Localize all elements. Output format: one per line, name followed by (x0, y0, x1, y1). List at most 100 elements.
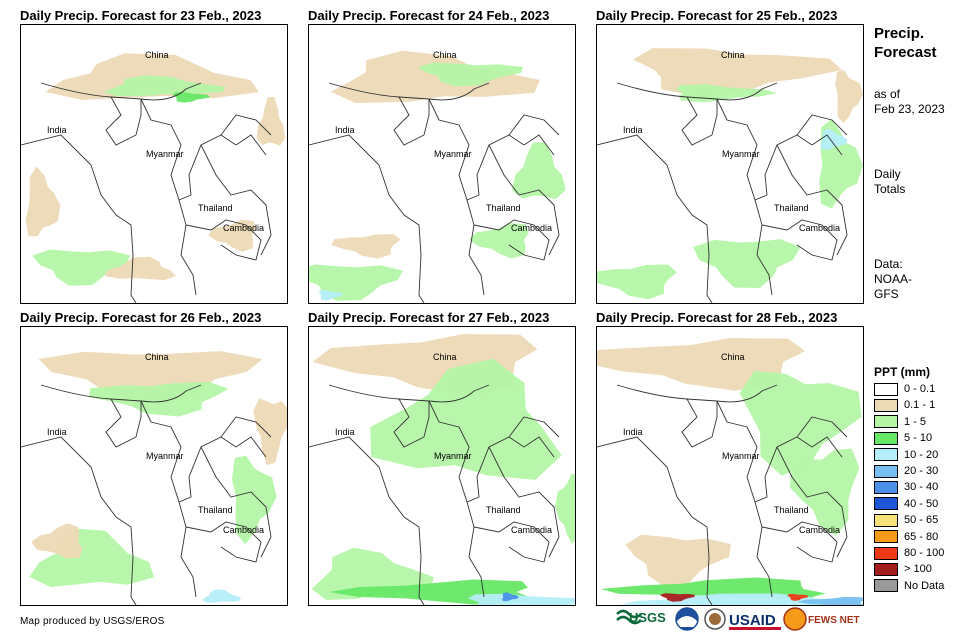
as-of-date: as of Feb 23, 2023 (874, 87, 945, 116)
country-border (200, 446, 272, 558)
panel-title-1: Daily Precip. Forecast for 23 Feb., 2023 (20, 8, 262, 23)
precip-region (256, 96, 286, 146)
forecast-map-4: China India Myanmar Thailand Cambodia (20, 326, 288, 606)
precip-region (820, 128, 848, 150)
precip-field (25, 53, 286, 286)
country-border (473, 521, 550, 563)
forecast-map-2: China India Myanmar Thailand Cambodia (308, 24, 576, 304)
coastline (21, 134, 137, 303)
precip-field (29, 351, 287, 603)
precip-region (232, 455, 277, 545)
country-border (488, 144, 560, 256)
country-border (796, 416, 848, 438)
precip-region (172, 92, 211, 103)
country-border (220, 114, 272, 136)
country-border (140, 98, 267, 201)
country-label-cambodia: Cambodia (799, 223, 840, 233)
country-label-myanmar: Myanmar (146, 149, 184, 159)
country-label-cambodia: Cambodia (223, 525, 264, 535)
country-label-cambodia: Cambodia (511, 525, 552, 535)
country-label-india: India (335, 125, 355, 135)
legend-label: 40 - 50 (904, 497, 939, 510)
precip-region (309, 264, 403, 301)
coastline (309, 436, 425, 605)
country-border (40, 384, 202, 403)
country-border (716, 98, 843, 201)
legend-item: 0 - 0.1 (874, 382, 935, 396)
precip-region (600, 577, 826, 599)
legend-item: 20 - 30 (874, 464, 938, 478)
country-label-cambodia: Cambodia (223, 223, 264, 233)
coastline (597, 436, 713, 605)
country-border (616, 384, 778, 403)
precip-region (512, 142, 566, 200)
forecast-map-3: China India Myanmar Thailand Cambodia (596, 24, 864, 304)
forecast-map-5: China India Myanmar Thailand Cambodia (308, 326, 576, 606)
legend-label: 5 - 10 (904, 432, 933, 445)
legend-label: 0.1 - 1 (904, 399, 936, 412)
country-border (754, 199, 773, 296)
noaa-logo (675, 607, 699, 631)
country-label-thailand: Thailand (774, 505, 809, 515)
legend-item: 40 - 50 (874, 497, 938, 511)
precip-region (417, 62, 523, 87)
precip-region (597, 264, 677, 300)
country-label-china: China (433, 352, 457, 362)
legend-swatch (874, 530, 898, 544)
precip-region (632, 48, 842, 98)
panel-title-4: Daily Precip. Forecast for 26 Feb., 2023 (20, 310, 262, 325)
legend-item: 10 - 20 (874, 448, 938, 462)
country-label-thailand: Thailand (198, 505, 233, 515)
legend-swatch (874, 480, 898, 494)
legend-label: 0 - 0.1 (904, 383, 936, 395)
legend-label: 50 - 65 (904, 514, 939, 527)
agency-logos: USGS USAID FEWS NET (616, 607, 860, 631)
legend-item: 50 - 65 (874, 513, 938, 527)
precip-region (693, 239, 801, 289)
legend-item: 1 - 5 (874, 415, 926, 429)
country-border (681, 96, 718, 146)
forecast-map-1: China India Myanmar Thailand Cambodia (20, 24, 288, 304)
country-border (776, 144, 848, 256)
country-border (328, 384, 490, 403)
legend-swatch (874, 546, 898, 560)
country-label-thailand: Thailand (198, 203, 233, 213)
precip-region (31, 523, 83, 559)
country-border (761, 219, 838, 261)
country-border (185, 219, 262, 261)
legend-label: 10 - 20 (904, 448, 939, 461)
country-label-china: China (145, 50, 169, 60)
country-label-india: India (335, 427, 355, 437)
country-border (428, 98, 555, 201)
coastline (21, 436, 137, 605)
precip-region (467, 593, 575, 605)
data-source-note: Data: NOAA- GFS (874, 257, 913, 301)
coastline (597, 134, 713, 303)
legend-swatch (874, 579, 898, 593)
precip-region (89, 381, 229, 417)
country-label-cambodia: Cambodia (799, 525, 840, 535)
country-border (178, 501, 197, 598)
legend-swatch (874, 562, 898, 576)
legend-swatch (874, 431, 898, 445)
legend-swatch (874, 497, 898, 511)
legend-item: > 100 (874, 562, 932, 576)
precip-region (555, 473, 575, 545)
country-label-thailand: Thailand (486, 203, 521, 213)
country-border (616, 82, 778, 101)
precip-region (32, 249, 131, 286)
legend-swatch (874, 448, 898, 462)
svg-text:FEWS NET: FEWS NET (808, 615, 860, 626)
forecast-map-6: China India Myanmar Thailand Cambodia (596, 326, 864, 606)
country-label-thailand: Thailand (774, 203, 809, 213)
country-label-india: India (623, 427, 643, 437)
fewsnet-logo: FEWS NET (783, 607, 860, 631)
map-credit: Map produced by USGS/EROS (20, 616, 165, 627)
legend-swatch (874, 415, 898, 429)
precip-region (253, 398, 287, 466)
country-label-india: India (623, 125, 643, 135)
coastline (309, 134, 425, 303)
panel-title-3: Daily Precip. Forecast for 25 Feb., 2023 (596, 8, 838, 23)
country-border (761, 521, 838, 563)
country-border (428, 400, 555, 503)
